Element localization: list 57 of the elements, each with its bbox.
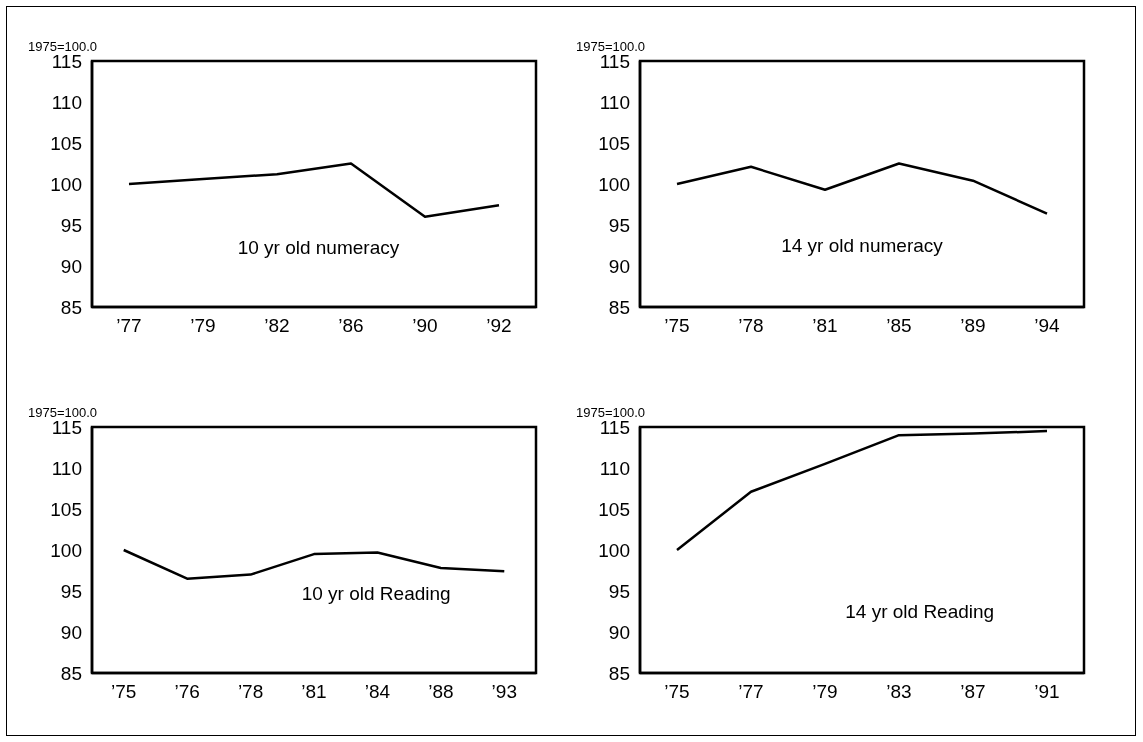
annotation: 10 yr old Reading <box>301 583 451 606</box>
x-tick-label: ’84 <box>364 681 391 703</box>
x-tick-label: ’93 <box>491 681 517 703</box>
y-tick-label: 105 <box>598 132 630 154</box>
x-tick-label: ’82 <box>264 315 290 337</box>
x-tick-label: ’89 <box>960 315 986 337</box>
y-tick-label: 105 <box>50 132 82 154</box>
y-tick-label: 90 <box>60 621 82 643</box>
y-tick-label: 90 <box>60 255 82 277</box>
annotation: 14 yr old Reading <box>845 600 995 623</box>
annotation: 10 yr old numeracy <box>237 236 400 259</box>
y-tick-label: 110 <box>51 91 82 113</box>
x-tick-label: ’92 <box>486 315 512 337</box>
x-tick-label: ’75 <box>664 315 690 337</box>
y-tick-label: 95 <box>60 214 82 236</box>
line-series <box>127 162 501 219</box>
y-tick-label: 85 <box>60 662 82 684</box>
x-tick-label: ’78 <box>237 681 264 703</box>
x-tick-label: ’81 <box>812 315 838 337</box>
x-tick-label: ’79 <box>190 315 216 337</box>
y-tick-label: 110 <box>51 457 82 479</box>
y-tick-label: 85 <box>608 296 630 318</box>
y-tick-label: 85 <box>60 296 82 318</box>
y-tick-label: 110 <box>599 91 630 113</box>
x-tick-label: ’90 <box>412 315 438 337</box>
y-tick-label: 100 <box>50 539 82 561</box>
y-tick-label: 110 <box>599 457 630 479</box>
y-tick-label: 105 <box>598 498 630 520</box>
x-tick-label: ’75 <box>664 681 690 703</box>
y-tick-label: 90 <box>608 621 630 643</box>
x-tick-label: ’81 <box>301 681 327 703</box>
y-tick-label: 90 <box>608 255 630 277</box>
x-tick-label: ’77 <box>116 315 142 337</box>
x-tick-label: ’87 <box>960 681 986 703</box>
x-tick-label: ’77 <box>738 681 764 703</box>
x-tick-label: ’78 <box>738 315 764 337</box>
y-tick-label: 85 <box>608 662 630 684</box>
x-tick-label: ’83 <box>886 681 912 703</box>
line-series <box>675 429 1049 552</box>
annotation: 14 yr old numeracy <box>781 234 943 257</box>
y-tick-label: 95 <box>608 214 630 236</box>
x-tick-label: ’75 <box>111 681 137 703</box>
x-tick-label: ’79 <box>812 681 838 703</box>
x-tick-label: ’91 <box>1034 681 1060 703</box>
line-series <box>675 162 1049 215</box>
y-tick-label: 95 <box>60 580 82 602</box>
y-tick-label: 100 <box>598 173 630 195</box>
x-tick-label: ’86 <box>338 315 364 337</box>
x-tick-label: ’85 <box>886 315 912 337</box>
y-tick-label: 100 <box>50 173 82 195</box>
x-tick-label: ’94 <box>1034 315 1061 337</box>
x-tick-label: ’88 <box>428 681 454 703</box>
x-tick-label: ’76 <box>174 681 200 703</box>
line-series <box>122 548 506 580</box>
y-tick-label: 100 <box>598 539 630 561</box>
y-tick-label: 105 <box>50 498 82 520</box>
y-tick-label: 95 <box>608 580 630 602</box>
